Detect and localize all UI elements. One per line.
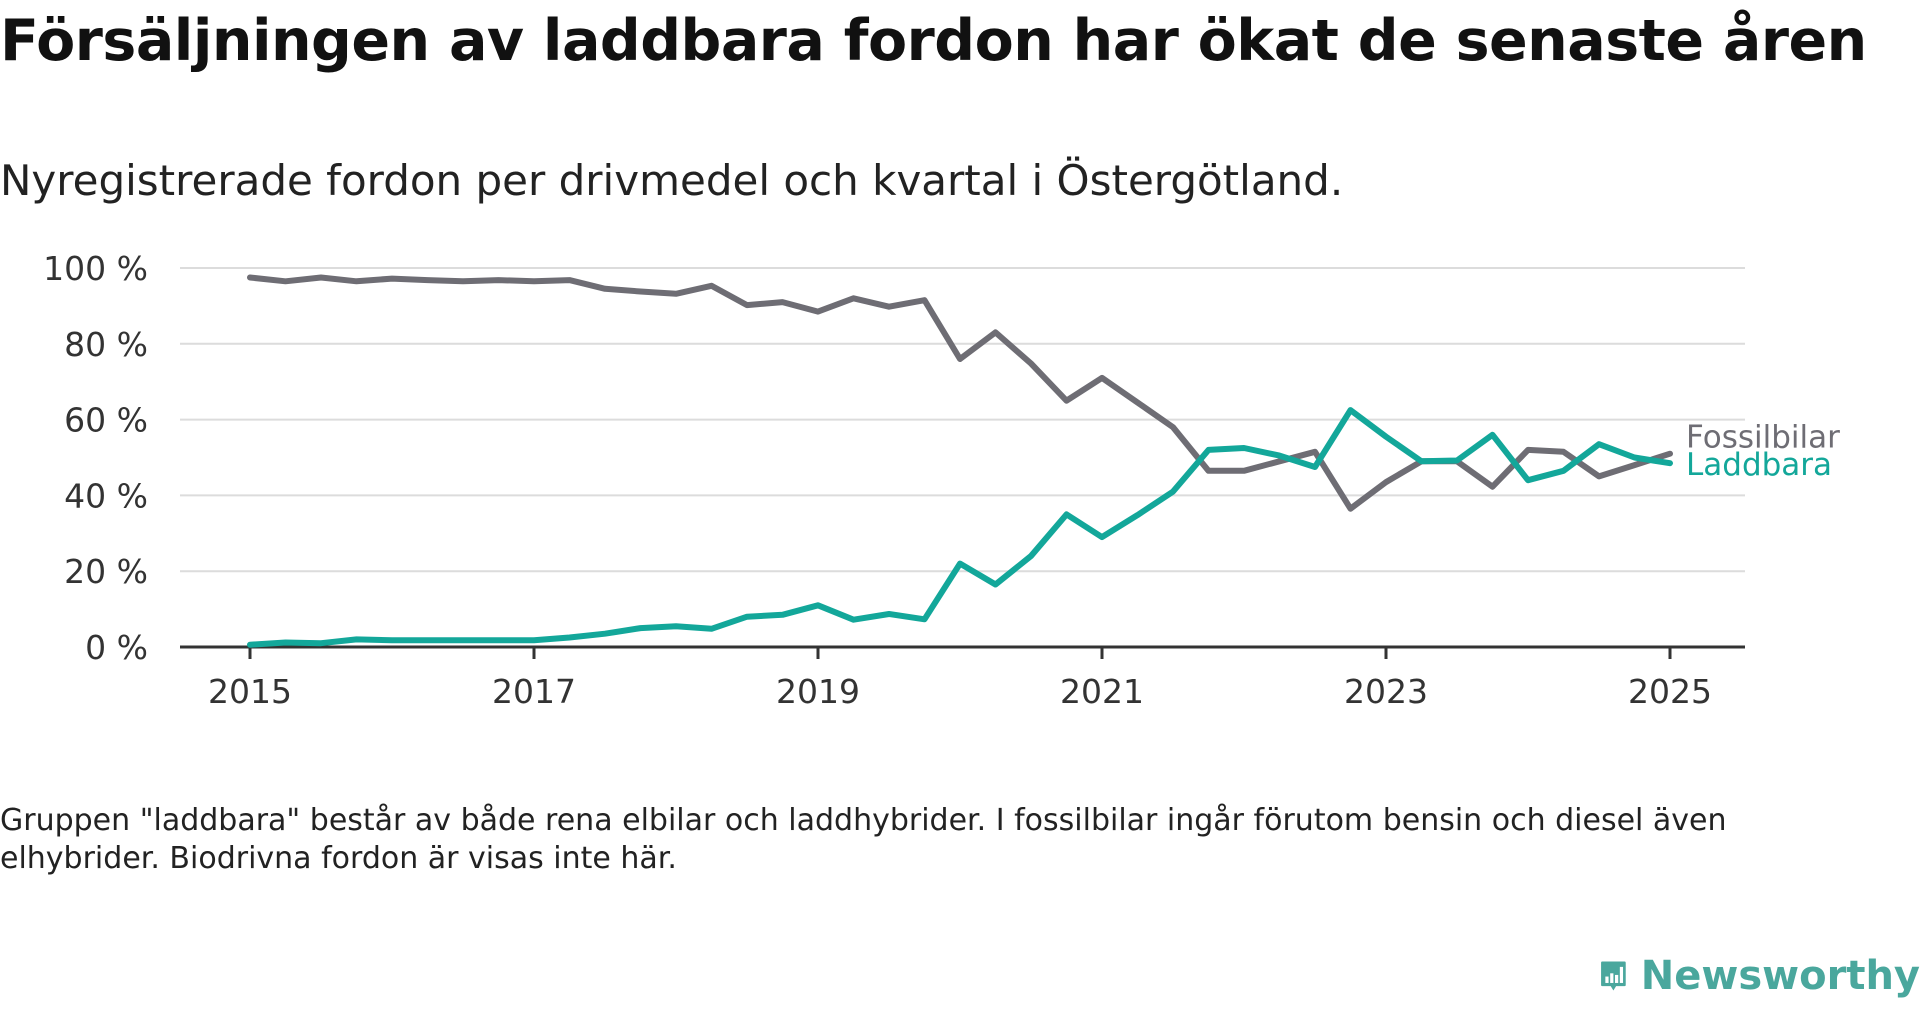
chart-title: Försäljningen av laddbara fordon har öka… [0,8,1867,74]
x-axis: 2015 2017 2019 2021 2023 2025 [180,645,1745,711]
chart-footnote: Gruppen "laddbara" består av både rena e… [0,803,1727,876]
y-tick-label: 100 % [43,249,148,288]
x-tick-label: 2023 [1344,672,1428,711]
brand-name: Newsworthy [1640,953,1920,999]
y-tick-label: 80 % [64,325,148,364]
line-chart: 0 % 20 % 40 % 60 % 80 % 100 % 2015 2017 2019 202… [43,249,1840,711]
brand-logo[interactable]: Newsworthy [1600,942,1920,1010]
series-label-laddbara: Laddbara [1686,447,1832,483]
x-tick-label: 2025 [1628,672,1712,711]
chart-subtitle: Nyregistrerade fordon per drivmedel och … [0,156,1344,205]
gridlines [180,267,1745,573]
newsworthy-logo-icon [1601,961,1626,991]
y-tick-label: 60 % [64,401,148,440]
x-tick-label: 2021 [1060,672,1144,711]
y-tick-label: 0 % [85,628,148,667]
series-lines [247,274,1673,648]
x-tick-label: 2017 [492,672,576,711]
series-line-fossilbilar [247,274,1673,512]
x-tick-label: 2015 [208,672,292,711]
y-axis-ticks: 0 % 20 % 40 % 60 % 80 % 100 % [43,249,148,667]
x-tick-label: 2019 [776,672,860,711]
y-tick-label: 20 % [64,552,148,591]
series-line-laddbara [247,407,1673,648]
y-tick-label: 40 % [64,476,148,515]
series-label-fossilbilar: Fossilbilar [1686,420,1840,456]
